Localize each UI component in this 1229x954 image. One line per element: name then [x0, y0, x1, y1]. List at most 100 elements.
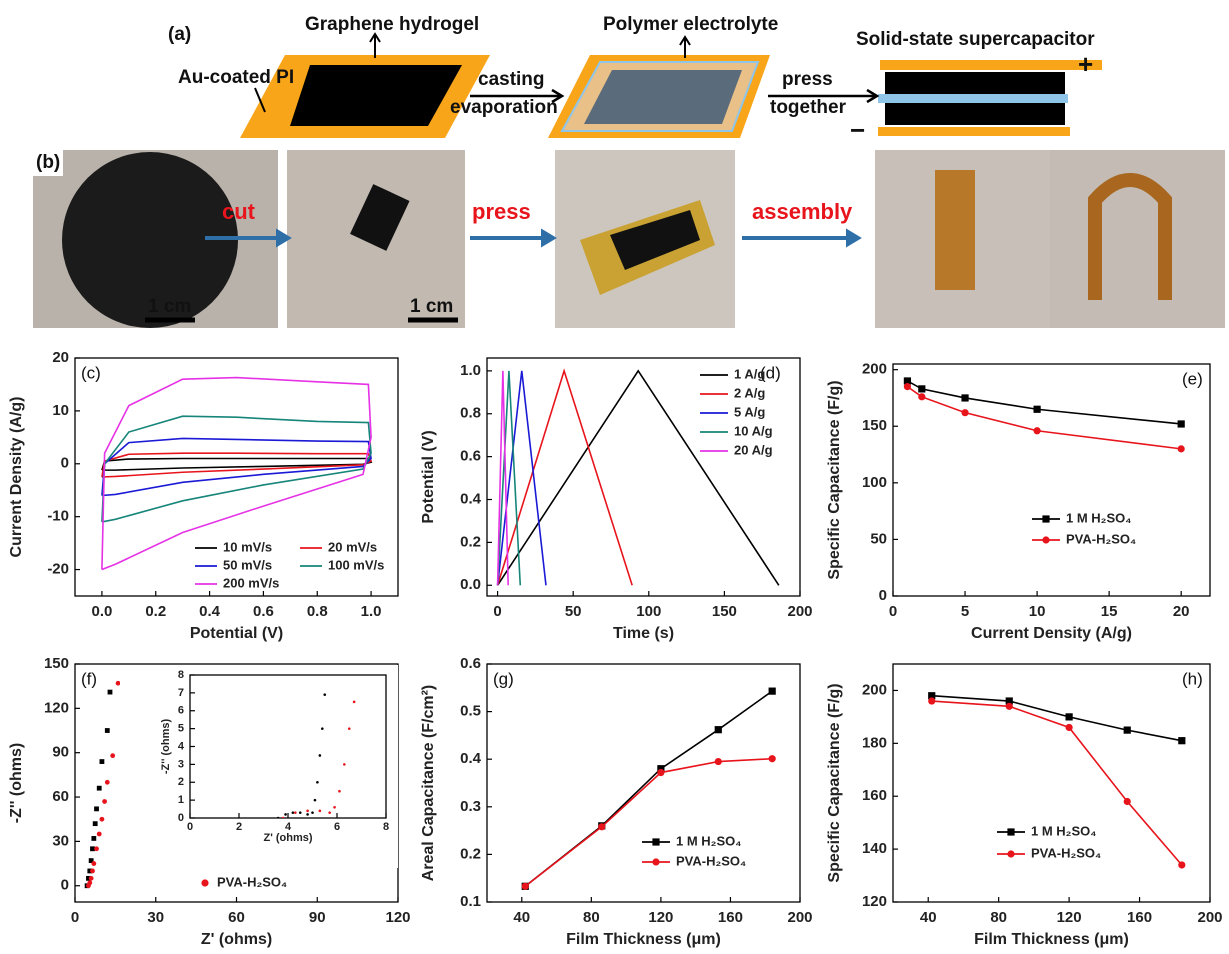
legend-label: 200 mV/s	[223, 575, 279, 590]
marker	[110, 753, 115, 758]
y-axis-label: Areal Capacitance (F/cm²)	[420, 685, 437, 882]
x-tick-label: 1.0	[361, 603, 382, 620]
y-tick-label: 8	[178, 669, 184, 681]
marker	[1178, 420, 1185, 427]
marker	[1033, 406, 1040, 413]
marker	[321, 727, 324, 730]
legend-label: 2 A/g	[734, 385, 765, 400]
marker	[961, 394, 968, 401]
legend-label: 10 A/g	[734, 423, 773, 438]
x-tick-label: 2	[236, 821, 242, 833]
schematic: (a) Graphene hydrogel Au-coated PI casti…	[168, 14, 1102, 145]
legend-label: 1 M H₂SO₄	[1066, 510, 1131, 525]
y-tick-label: 0.1	[460, 893, 481, 910]
y-tick-label: 0.2	[460, 845, 481, 862]
y-tick-label: 2	[178, 776, 184, 788]
y-tick-label: 50	[870, 530, 887, 547]
legend-label: PVA-H₂SO₄	[1066, 531, 1136, 546]
marker	[105, 728, 110, 733]
marker	[292, 811, 295, 814]
marker	[918, 385, 925, 392]
x-tick-label: 0	[187, 821, 193, 833]
marker	[87, 880, 92, 885]
marker	[306, 813, 309, 816]
panel-label: (b)	[36, 152, 60, 173]
figure: (a) Graphene hydrogel Au-coated PI casti…	[0, 0, 1229, 954]
x-tick-label: 8	[383, 821, 389, 833]
marker	[1042, 515, 1049, 522]
x-tick-label: 160	[1127, 909, 1152, 926]
marker	[769, 755, 776, 762]
plot-area	[928, 692, 1185, 868]
x-tick-label: 6	[334, 821, 340, 833]
marker	[1178, 737, 1185, 744]
marker	[338, 790, 341, 793]
legend-label: 20 A/g	[734, 442, 773, 457]
y-axis-label: -Z'' (ohms)	[160, 719, 172, 775]
marker	[904, 383, 911, 390]
chart: 0501001502000.00.20.40.60.81.0Time (s)Po…	[420, 358, 812, 642]
panel-label: (h)	[1182, 669, 1203, 688]
panel-label: (f)	[81, 669, 97, 688]
x-axis-label: Time (s)	[613, 625, 674, 642]
marker	[105, 780, 110, 785]
x-tick-label: 30	[147, 909, 164, 926]
label: together	[770, 97, 847, 118]
label: +	[1078, 49, 1093, 79]
x-tick-label: 0.4	[199, 603, 221, 620]
plot-frame	[893, 364, 1210, 596]
series-line	[907, 387, 1181, 449]
y-tick-label: -10	[47, 508, 69, 525]
y-axis-label: Specific Capacitance (F/g)	[826, 683, 843, 882]
y-tick-label: 0.3	[460, 798, 481, 815]
marker	[306, 810, 309, 813]
x-tick-label: 0.8	[307, 603, 328, 620]
photo-content	[935, 170, 975, 290]
y-axis-label: -Z'' (ohms)	[8, 743, 25, 823]
step-label: assembly	[752, 199, 853, 224]
marker	[93, 821, 98, 826]
marker	[1178, 445, 1185, 452]
step-label: cut	[222, 199, 256, 224]
label: press	[782, 69, 833, 90]
marker	[89, 876, 94, 881]
label: Polymer electrolyte	[603, 14, 778, 35]
series-line	[907, 381, 1181, 424]
x-tick-label: 20	[1173, 603, 1190, 620]
y-tick-label: 0	[61, 877, 69, 894]
y-tick-label: 60	[52, 788, 69, 805]
y-tick-label: 160	[862, 787, 887, 804]
y-tick-label: 0.2	[460, 533, 481, 550]
y-tick-label: 0	[178, 812, 184, 824]
label: Solid-state supercapacitor	[856, 29, 1095, 50]
x-tick-label: 120	[648, 909, 673, 926]
legend-label: 10 mV/s	[223, 539, 272, 554]
y-tick-label: 10	[52, 402, 69, 419]
label: evaporation	[450, 97, 558, 118]
marker	[90, 869, 95, 874]
y-tick-label: 0.5	[460, 703, 481, 720]
legend-label: 5 A/g	[734, 404, 765, 419]
x-tick-label: 200	[787, 909, 812, 926]
marker	[311, 811, 314, 814]
marker	[91, 861, 96, 866]
marker	[314, 799, 317, 802]
y-tick-label: 0	[879, 587, 887, 604]
label: Graphene hydrogel	[305, 14, 479, 35]
panel-label: (c)	[81, 363, 101, 382]
x-tick-label: 200	[787, 603, 812, 620]
plot-area	[904, 377, 1185, 452]
panel-label: (a)	[168, 24, 191, 45]
y-tick-label: 0.6	[460, 655, 481, 672]
marker	[348, 727, 351, 730]
y-tick-label: 90	[52, 744, 69, 761]
y-tick-label: 0.6	[460, 448, 481, 465]
marker	[102, 799, 107, 804]
marker	[97, 786, 102, 791]
marker	[1007, 828, 1014, 835]
label: −	[850, 115, 865, 145]
x-tick-label: 40	[513, 909, 530, 926]
legend-label: 1 M H₂SO₄	[1031, 823, 1096, 838]
